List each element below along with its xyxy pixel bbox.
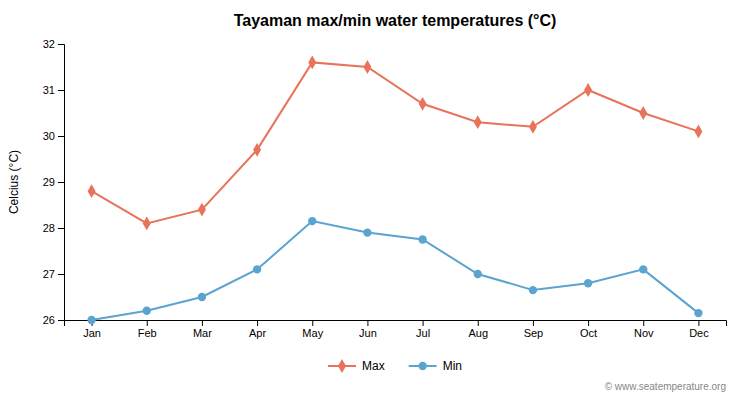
x-tick-mark [257, 320, 258, 326]
x-tick: Jul [416, 320, 430, 339]
point [418, 235, 426, 243]
x-tick-label: Oct [580, 327, 597, 339]
point [363, 60, 371, 74]
y-tick: 29 [43, 176, 64, 188]
legend: Max Min [328, 359, 462, 373]
legend-marker [338, 359, 346, 373]
y-tick-label: 26 [43, 314, 55, 326]
x-tick: Oct [580, 320, 597, 339]
point [584, 279, 592, 287]
x-tick: Apr [249, 320, 266, 339]
series-line [92, 221, 699, 320]
y-tick: 27 [43, 268, 64, 280]
y-tick-mark [58, 228, 64, 229]
y-tick-label: 31 [43, 84, 55, 96]
y-tick-label: 32 [43, 38, 55, 50]
x-tick-label: Mar [193, 327, 212, 339]
y-tick-mark [58, 274, 64, 275]
x-tick-mark [367, 320, 368, 326]
x-tick-label: May [302, 327, 323, 339]
legend-label: Max [362, 359, 385, 373]
x-tick: May [302, 320, 323, 339]
x-tick-mark [312, 320, 313, 326]
point [253, 265, 261, 273]
y-tick-mark [58, 320, 64, 321]
y-tick-mark [58, 182, 64, 183]
y-tick: 32 [43, 38, 64, 50]
y-tick-label: 28 [43, 222, 55, 234]
y-tick: 26 [43, 314, 64, 326]
x-tick-label: Dec [689, 327, 709, 339]
point [198, 203, 206, 217]
y-axis-line [58, 45, 65, 321]
point [474, 270, 482, 278]
legend-label: Min [443, 359, 462, 373]
x-tick: Mar [193, 320, 212, 339]
point [308, 55, 316, 69]
plot: 26 27 28 29 30 31 32 Jan Feb Mar Apr May Jun Jul Aug Se… [43, 38, 727, 339]
y-tick: 31 [43, 84, 64, 96]
legend-item: Min [409, 359, 462, 373]
y-tick-label: 29 [43, 176, 55, 188]
x-tick: Jun [359, 320, 377, 339]
y-tick-label: 30 [43, 130, 55, 142]
point [88, 184, 96, 198]
point [474, 115, 482, 129]
y-tick-mark [58, 136, 64, 137]
point [694, 309, 702, 317]
point [198, 293, 206, 301]
x-tick-mark [423, 320, 424, 326]
x-tick-label: Nov [634, 327, 654, 339]
point [308, 217, 316, 225]
x-tick-label: Sep [524, 327, 544, 339]
y-tick-mark [58, 90, 64, 91]
x-tick-label: Jun [359, 327, 377, 339]
y-tick-label: 27 [43, 268, 55, 280]
title: Tayaman max/min water temperatures (°C) [234, 12, 557, 29]
point [529, 120, 537, 134]
x-tick: Sep [524, 320, 544, 339]
marks [87, 55, 702, 324]
legend-marker [418, 362, 426, 370]
annotation: © www.seatemperature.org [605, 381, 726, 392]
y-axis: 26 27 28 29 30 31 32 [43, 38, 65, 326]
y-tick-mark [58, 44, 64, 45]
x-tick: Aug [468, 320, 488, 339]
point [584, 83, 592, 97]
x-tick-label: Apr [249, 327, 266, 339]
x-tick: Nov [634, 320, 654, 339]
x-tick: Feb [138, 320, 157, 339]
x-tick-mark [147, 320, 148, 326]
x-tick: Dec [689, 320, 709, 339]
y-tick: 28 [43, 222, 64, 234]
x-tick-mark [478, 320, 479, 326]
x-tick-label: Aug [468, 327, 488, 339]
point [639, 265, 647, 273]
x-axis-line [65, 321, 727, 327]
x-tick-mark [588, 320, 589, 326]
y-axis-label: Celcius (°C) [7, 150, 21, 214]
x-tick-mark [202, 320, 203, 326]
point [639, 106, 647, 120]
series-line [92, 62, 699, 223]
point [694, 124, 702, 138]
y-tick: 30 [43, 130, 64, 142]
x-tick-mark [533, 320, 534, 326]
x-tick-label: Jan [83, 327, 101, 339]
x-tick-label: Feb [138, 327, 157, 339]
point [143, 216, 151, 230]
point [529, 286, 537, 294]
x-tick-label: Jul [416, 327, 430, 339]
x-tick-mark [643, 320, 644, 326]
x-tick-mark [698, 320, 699, 326]
point [87, 316, 95, 324]
point [419, 97, 427, 111]
chart: 26 27 28 29 30 31 32 Jan Feb Mar Apr May Jun Jul Aug Se… [0, 0, 750, 400]
x-axis: Jan Feb Mar Apr May Jun Jul Aug Sep Oct Nov Dec [65, 320, 727, 339]
legend-item: Max [328, 359, 385, 373]
point [253, 143, 261, 157]
point [143, 307, 151, 315]
point [363, 228, 371, 236]
